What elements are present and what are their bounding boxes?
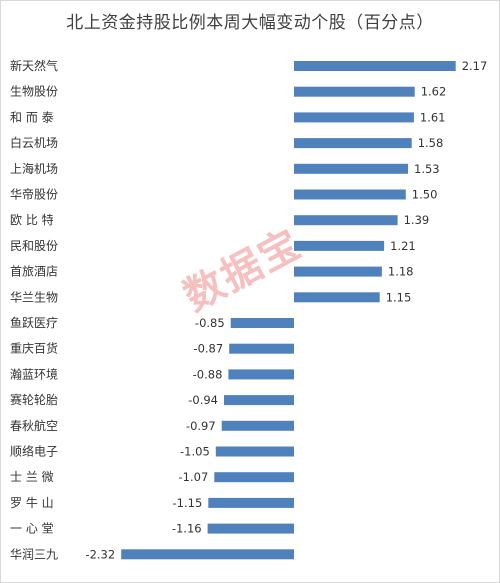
category-label: 鱼跃医疗	[10, 316, 58, 330]
bar-士兰微	[214, 472, 294, 483]
value-label: 1.18	[388, 265, 414, 279]
category-label: 华帝股份	[10, 187, 58, 202]
bar-瀚蓝环境	[228, 369, 294, 380]
bar-一心堂	[207, 523, 294, 534]
bar-华润三九	[121, 549, 294, 560]
bar-上海机场	[294, 163, 408, 174]
value-label: 1.53	[414, 162, 440, 176]
category-label: 生物股份	[10, 85, 58, 99]
category-label: 顺络电子	[10, 444, 58, 459]
category-label: 白云机场	[10, 135, 58, 150]
bar-白云机场	[294, 138, 412, 149]
value-label: 1.58	[418, 136, 444, 150]
bar-生物股份	[294, 86, 415, 97]
labels-layer: 新天然气 2.17 生物股份 1.62 和 而 泰 1.61 白云机场 1.58 上海机场 1.5…	[10, 58, 487, 561]
value-label: -2.32	[85, 547, 115, 561]
bar-华兰生物	[294, 292, 380, 303]
category-label: 罗 牛 山	[10, 495, 54, 510]
bar-赛轮轮胎	[224, 395, 294, 406]
value-label: -0.85	[195, 316, 225, 330]
value-label: -1.07	[179, 470, 209, 484]
value-label: -0.94	[188, 393, 218, 407]
value-label: 1.15	[386, 290, 412, 304]
value-label: 1.39	[404, 213, 430, 227]
value-label: -1.05	[180, 445, 210, 459]
category-label: 瀚蓝环境	[10, 366, 58, 381]
value-label: -0.88	[193, 367, 223, 381]
chart-title: 北上资金持股比例本周大幅变动个股（百分点）	[66, 13, 434, 33]
value-label: 1.50	[412, 188, 438, 202]
category-label: 重庆百货	[10, 341, 58, 356]
bar-新天然气	[294, 61, 456, 71]
bars-layer	[121, 61, 456, 560]
bar-欧比特	[294, 215, 398, 226]
value-label: -0.97	[186, 419, 216, 433]
bar-顺络电子	[215, 446, 294, 457]
value-label: 1.61	[420, 110, 446, 124]
category-label: 欧 比 特	[10, 212, 54, 227]
category-label: 华兰生物	[10, 290, 58, 304]
bar-民和股份	[294, 240, 385, 251]
category-label: 首旅酒店	[10, 265, 58, 279]
bar-罗牛山	[208, 497, 294, 508]
category-label: 新天然气	[10, 58, 58, 73]
value-label: 1.62	[421, 85, 447, 99]
category-label: 民和股份	[10, 239, 58, 253]
value-label: 2.17	[462, 59, 488, 73]
category-label: 士 兰 微	[10, 470, 54, 484]
bar-重庆百货	[229, 343, 294, 354]
bar-春秋航空	[221, 420, 294, 431]
category-label: 华润三九	[10, 547, 58, 561]
value-label: -1.16	[172, 522, 202, 536]
value-label: 1.21	[390, 239, 416, 253]
category-label: 和 而 泰	[10, 110, 54, 124]
category-label: 春秋航空	[10, 418, 58, 433]
category-label: 一 心 堂	[10, 522, 54, 536]
bar-华帝股份	[294, 189, 406, 200]
category-label: 赛轮轮胎	[10, 392, 58, 407]
category-label: 上海机场	[10, 161, 58, 176]
bar-鱼跃医疗	[230, 318, 294, 328]
value-label: -0.87	[193, 342, 223, 356]
bar-首旅酒店	[294, 266, 382, 277]
value-label: -1.15	[173, 496, 203, 510]
bar-和而泰	[294, 112, 414, 123]
